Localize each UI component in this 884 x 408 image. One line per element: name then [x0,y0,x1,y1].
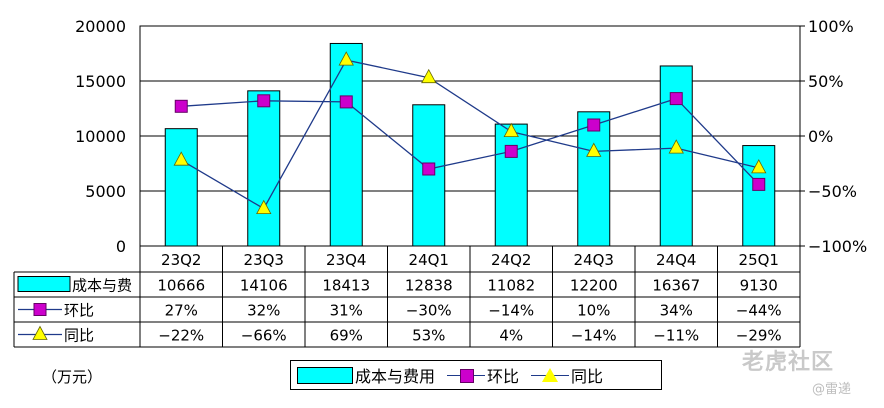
category-label: 24Q4 [656,251,696,269]
qoq-line [181,97,760,185]
y-left-tick-label: 10000 [75,127,126,146]
category-label: 23Q4 [326,251,366,269]
qoq-point [669,92,683,106]
yoy-point [503,122,519,138]
category-label: 24Q1 [409,251,449,269]
legend-square-marker-icon [447,367,486,383]
legend-item-cost: 成本与费用 [297,363,435,387]
category-label: 24Q2 [491,251,531,269]
table-cell-value: −14% [571,327,617,345]
category-label: 23Q2 [161,251,201,269]
qoq-point [422,162,436,176]
table-row-label: 成本与费 [72,277,132,295]
legend-label-yoy: 同比 [571,367,604,386]
legend: 成本与费用 环比 同比 [290,360,662,390]
bar [164,128,198,247]
legend-item-qoq: 环比 [441,363,519,387]
table-cell-value: −30% [406,302,452,320]
qoq-point [587,118,601,132]
watermark-author: @雷递 [812,382,852,397]
table-cell-value: 16367 [652,277,700,295]
table-cell-value: −11% [653,327,699,345]
y-left-tick-label: 0 [116,237,126,256]
table-bar-swatch [17,276,71,292]
qoq-point [174,99,188,113]
table-cell-value: 32% [247,302,280,320]
yoy-point [586,142,602,157]
yoy-point [751,159,767,174]
legend-label-qoq: 环比 [487,367,520,386]
legend-item-yoy: 同比 [525,363,603,387]
table-cell-value: 10% [577,302,610,320]
unit-label: （万元） [42,368,103,386]
table-yoy-marker [32,325,48,340]
table-cell-value: 12200 [570,277,618,295]
y-left-tick-label: 5000 [85,182,126,201]
y-left-tick-label: 20000 [75,17,126,36]
table-row-label: 环比 [64,302,94,320]
table-cell-value: −29% [736,327,782,345]
table-cell-value: 4% [499,327,523,345]
table-row-label: 同比 [64,327,94,345]
bar [494,123,528,247]
watermark-brand: 老虎社区 [742,350,835,375]
table-cell-value: −44% [736,302,782,320]
qoq-point [339,95,353,109]
qoq-point [752,177,766,191]
y-right-tick-label: −100% [808,237,867,256]
category-label: 23Q3 [244,251,284,269]
category-label: 25Q1 [739,251,779,269]
qoq-point [257,94,271,108]
legend-label-cost: 成本与费用 [355,367,436,386]
table-cell-value: 11082 [487,277,535,295]
table-cell-value: 9130 [740,277,778,295]
table-cell-value: 31% [330,302,363,320]
y-right-tick-label: 50% [808,72,844,91]
table-cell-value: 10666 [157,277,205,295]
table-qoq-marker [33,303,47,316]
table-cell-value: 27% [165,302,198,320]
table-cell-value: −22% [158,327,204,345]
table-cell-value: 34% [660,302,693,320]
yoy-point [421,68,437,84]
table-cell-value: 69% [330,327,363,345]
yoy-point [173,151,189,166]
bar [247,90,281,247]
y-left-tick-label: 15000 [75,72,126,91]
yoy-point [256,199,272,215]
bar [577,111,611,247]
yoy-point [338,51,354,66]
table-cell-value: −14% [488,302,534,320]
category-label: 24Q3 [574,251,614,269]
y-right-tick-label: 100% [808,17,854,36]
table-cell-value: −66% [241,327,287,345]
y-right-tick-label: 0% [808,127,833,146]
table-cell-value: 53% [412,327,445,345]
qoq-point [504,144,518,158]
legend-triangle-marker-icon [531,367,570,383]
table-cell-value: 18413 [322,277,370,295]
legend-bar-swatch [297,366,353,384]
yoy-line [180,59,759,210]
y-right-tick-label: −50% [808,182,857,201]
bar [329,42,363,247]
table-cell-value: 12838 [405,277,453,295]
table-cell-value: 14106 [240,277,288,295]
yoy-point [668,139,684,154]
